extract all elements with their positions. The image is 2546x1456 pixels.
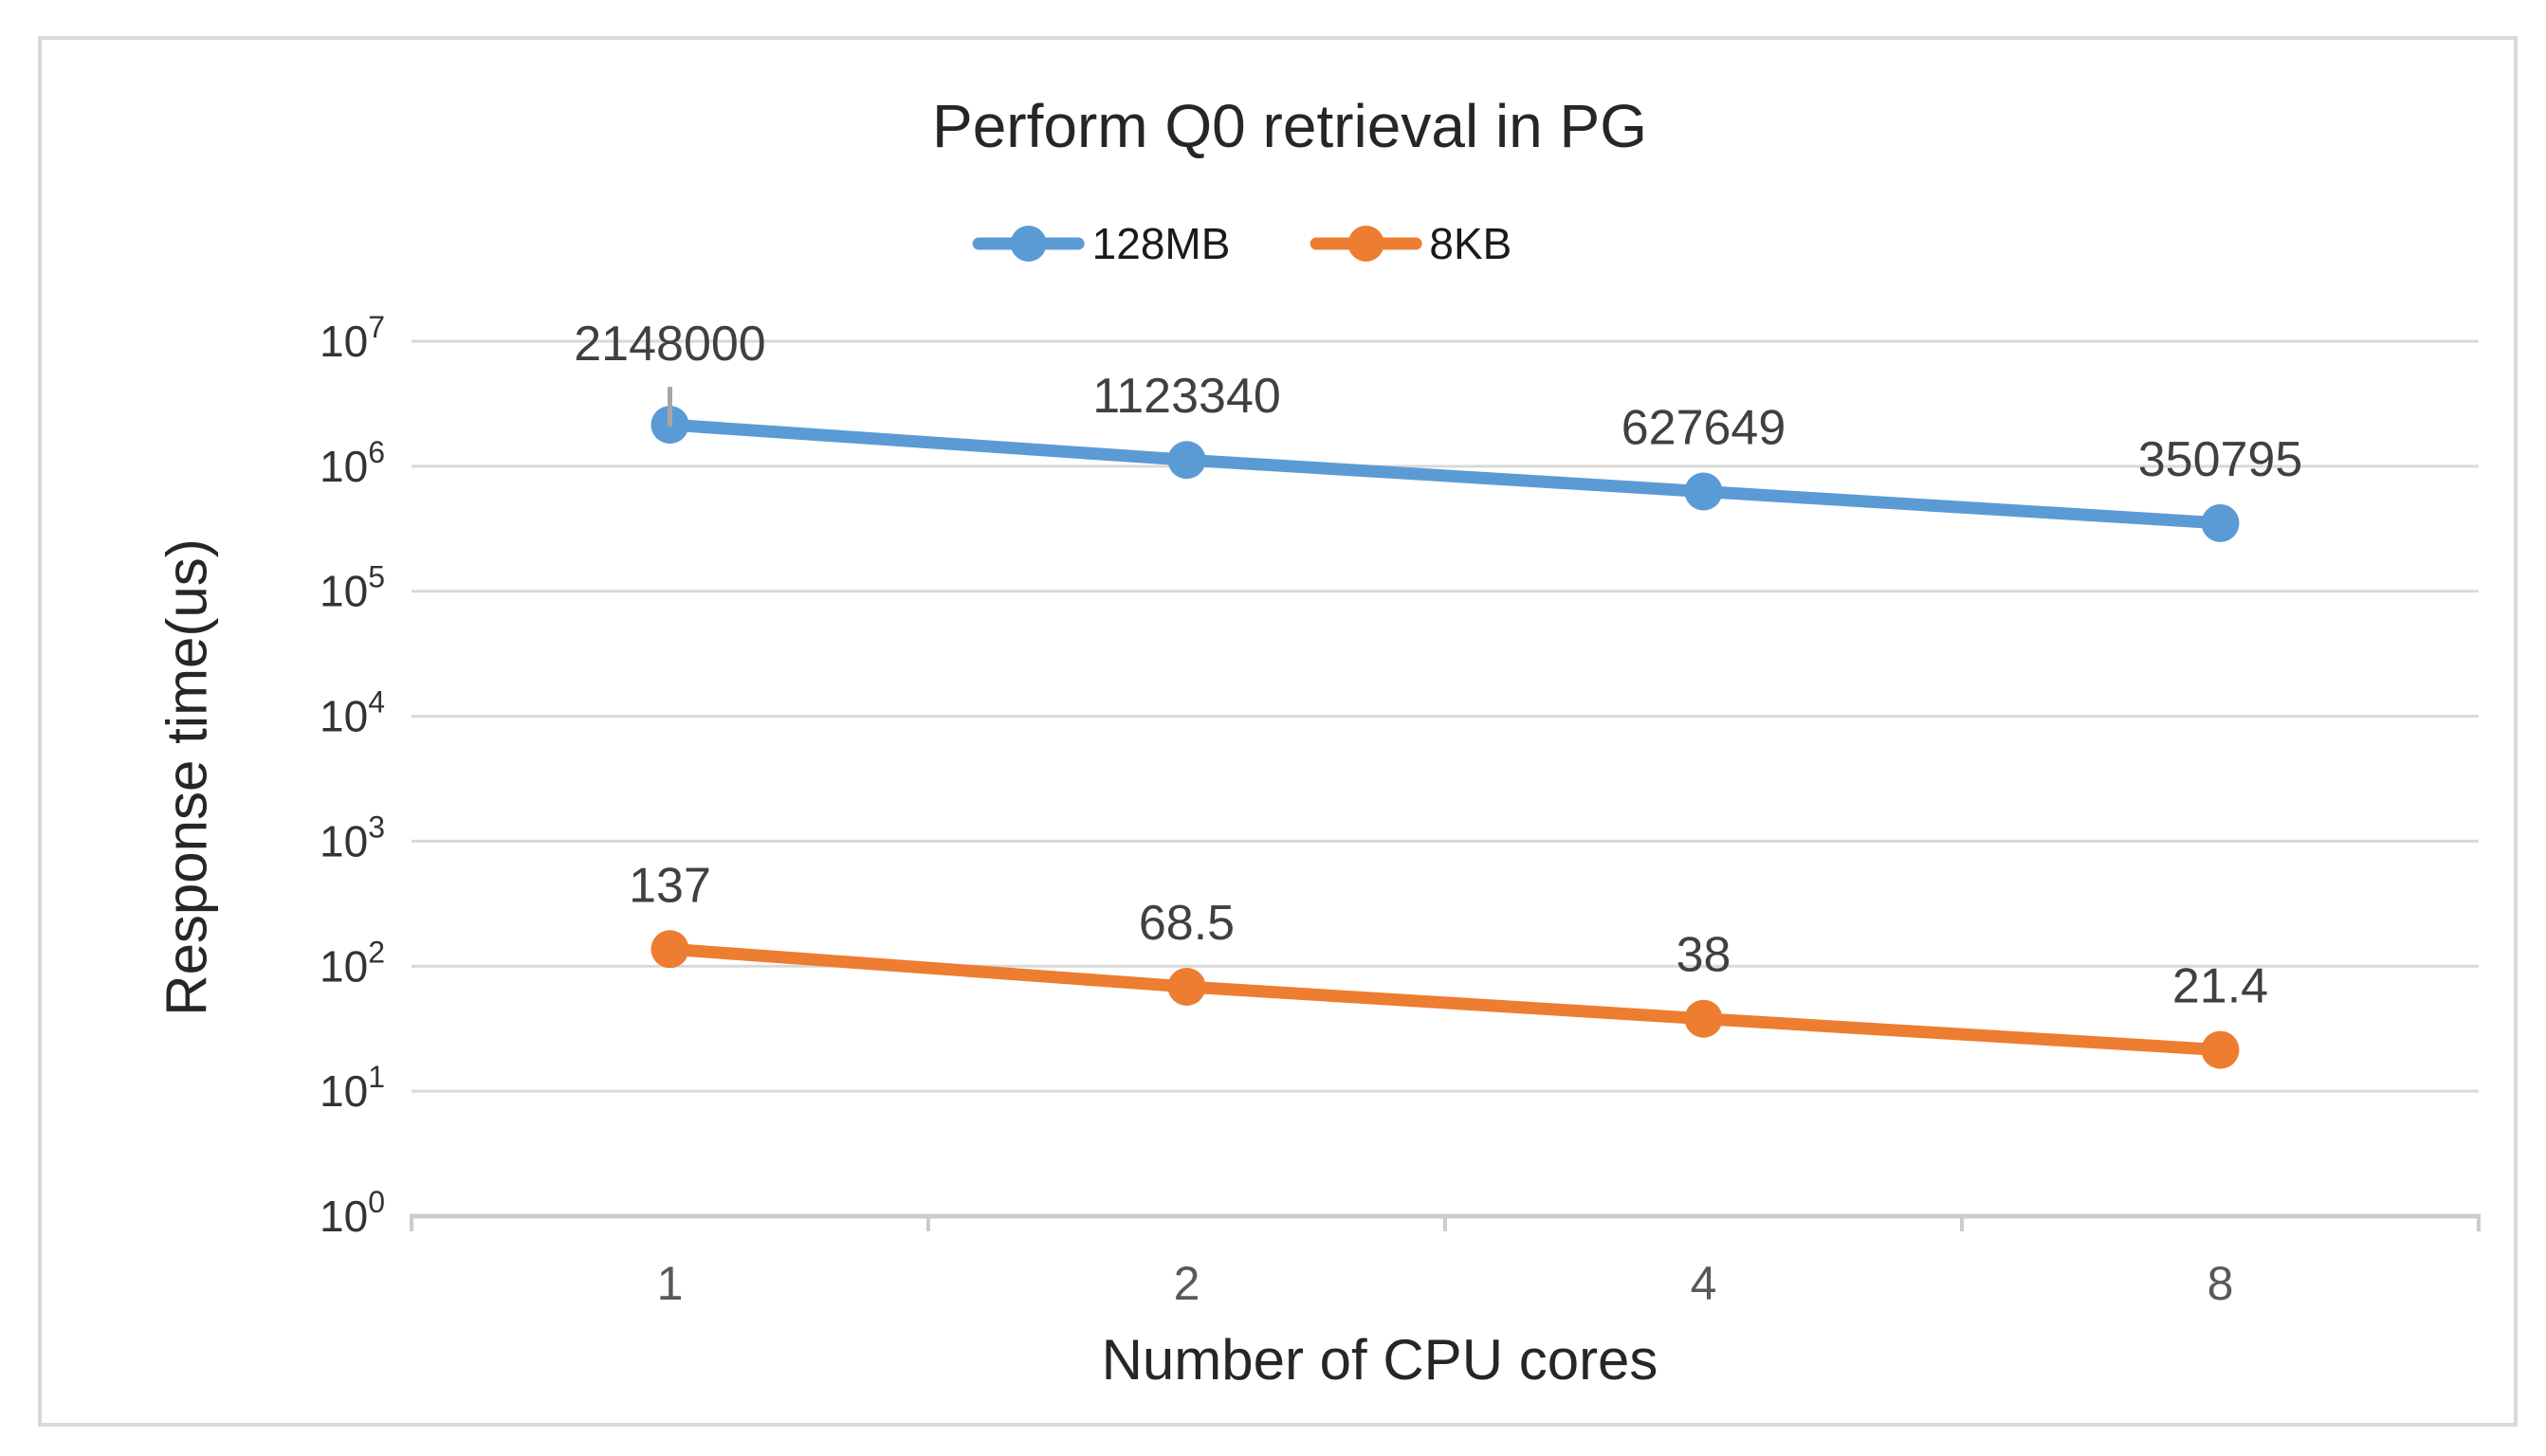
y-tick-label-10e3: 103 [320,810,385,865]
y-tick-label-10e4: 104 [320,685,385,741]
data-label-128MB-2148000: 2148000 [574,317,765,372]
marker-8KB-cores-2 [1167,967,1206,1006]
marker-8KB-cores-4 [1684,999,1723,1038]
data-label-8KB-137: 137 [629,858,711,913]
marker-8KB-cores-1 [650,930,689,969]
x-tick-label-4: 4 [1691,1257,1717,1310]
y-tick-label-10e7: 107 [320,310,385,366]
legend-item-128mb: 128MB [972,218,1231,269]
legend-label-8kb: 8KB [1429,219,1512,268]
x-tick-label-8: 8 [2207,1257,2234,1310]
data-label-128MB-1123340: 1123340 [1092,369,1281,424]
y-tick-label-10e2: 102 [320,935,385,991]
y-tick-label-10e6: 106 [320,435,385,491]
legend-dot-icon [1010,226,1047,262]
legend-item-8kb: 8KB [1310,218,1511,269]
series-line-8KB [664,942,2226,1057]
x-tick-label-1: 1 [657,1257,684,1310]
marker-128MB-cores-4 [1684,472,1723,511]
data-label-128MB-627649: 627649 [1621,401,1786,456]
legend-dot-icon [1347,226,1384,262]
legend-line-circle-icon [972,225,1085,263]
data-label-8KB-38: 38 [1676,928,1731,983]
data-label-8KB-21.4: 21.4 [2172,959,2268,1014]
y-tick-label-10e1: 101 [320,1060,385,1116]
marker-8KB-cores-8 [2201,1030,2240,1069]
y-tick-label-10e5: 105 [320,560,385,616]
data-label-128MB-350795: 350795 [2138,432,2303,487]
series-line-128MB [664,418,2226,530]
y-tick-label-10e0: 100 [320,1185,385,1241]
x-tick-label-2: 2 [1174,1257,1200,1310]
legend: 128MB 8KB [972,218,1511,269]
chart-title: Perform Q0 retrieval in PG [932,92,1647,160]
legend-line-circle-icon [1310,225,1422,263]
marker-128MB-cores-2 [1167,441,1206,480]
figure-border [38,36,2518,1427]
data-label-8KB-68.5: 68.5 [1139,896,1235,951]
marker-128MB-cores-8 [2201,503,2240,542]
x-axis-title: Number of CPU cores [1101,1328,1658,1392]
legend-label-128mb: 128MB [1091,219,1231,268]
